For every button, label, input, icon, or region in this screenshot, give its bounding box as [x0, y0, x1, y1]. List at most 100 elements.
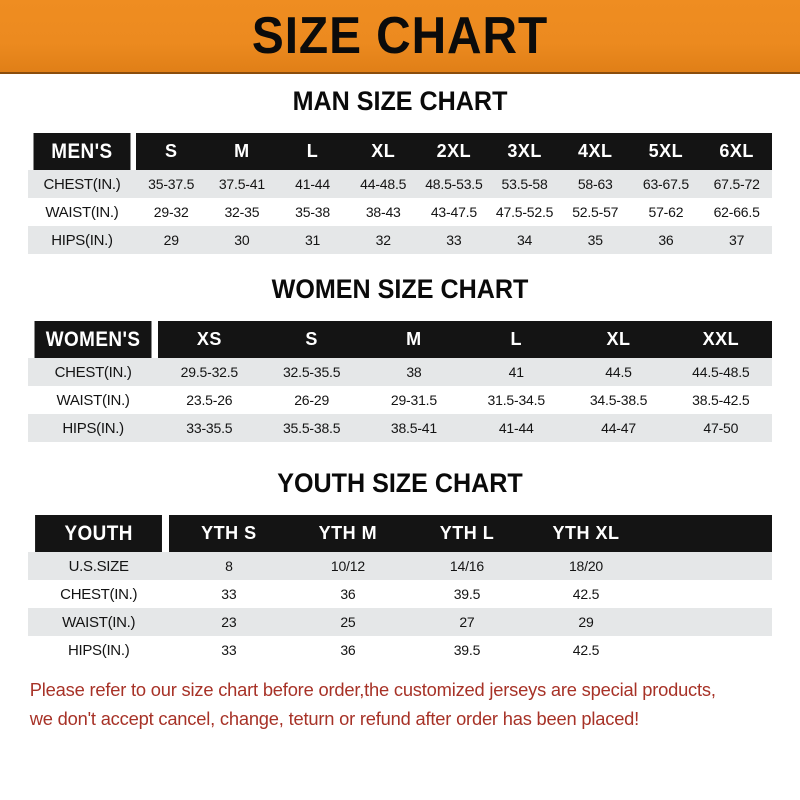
women-row-label: CHEST(IN.): [28, 358, 159, 386]
women-column-header-xl: XL: [567, 321, 670, 358]
table-cell: 26-29: [260, 386, 363, 414]
table-cell: 58-63: [559, 170, 631, 198]
men-row-label: HIPS(IN.): [28, 226, 136, 254]
table-cell: 41-44: [465, 414, 568, 442]
table-cell: 34.5-38.5: [567, 386, 670, 414]
table-row: CHEST(IN.) 35-37.5 37.5-41 41-44 44-48.5 48.5…: [28, 170, 772, 198]
table-cell: 31.5-34.5: [465, 386, 568, 414]
table-cell: 37: [701, 226, 772, 254]
youth-table-body: U.S.SIZE 8 10/12 14/16 18/20 CHEST(IN.) 33 36 39…: [28, 552, 772, 664]
table-cell-filler: [645, 608, 772, 636]
table-cell: 38.5-41: [362, 414, 466, 442]
table-cell: 29.5-32.5: [158, 358, 261, 386]
table-cell: 63-67.5: [630, 170, 702, 198]
table-cell: 36: [630, 226, 702, 254]
table-cell: 8: [169, 552, 289, 580]
table-cell: 53.5-58: [489, 170, 560, 198]
table-cell-filler: [645, 636, 772, 664]
table-row: HIPS(IN.) 33 36 39.5 42.5: [28, 636, 772, 664]
table-cell: 52.5-57: [559, 198, 631, 226]
table-cell: 44-48.5: [347, 170, 419, 198]
table-cell: 38: [362, 358, 466, 386]
table-cell: 41: [465, 358, 568, 386]
men-table-header: MEN'S S M L XL 2XL 3XL 4XL 5XL 6XL: [28, 133, 772, 170]
men-column-header-l: L: [277, 133, 348, 170]
table-cell: 33-35.5: [158, 414, 261, 442]
table-cell-filler: [645, 580, 772, 608]
table-header-row: MEN'S S M L XL 2XL 3XL 4XL 5XL 6XL: [28, 133, 772, 170]
youth-column-header-yth-l: YTH L: [407, 515, 527, 552]
table-cell: 35-38: [277, 198, 348, 226]
table-cell: 36: [288, 636, 408, 664]
youth-size-table: YOUTH YTH S YTH M YTH L YTH XL U.S.SIZE 8 10/…: [28, 515, 772, 664]
table-row: WAIST(IN.) 29-32 32-35 35-38 38-43 43-47.5 47.…: [28, 198, 772, 226]
table-cell: 67.5-72: [701, 170, 772, 198]
table-cell: 18/20: [526, 552, 646, 580]
table-cell: 29: [526, 608, 646, 636]
men-column-header-5xl: 5XL: [630, 133, 702, 170]
table-cell: 44-47: [567, 414, 670, 442]
table-cell: 34: [489, 226, 560, 254]
table-cell: 47-50: [669, 414, 772, 442]
table-cell: 62-66.5: [701, 198, 772, 226]
table-cell: 38.5-42.5: [669, 386, 772, 414]
youth-corner-label: YOUTH: [35, 515, 163, 552]
table-cell: 10/12: [288, 552, 408, 580]
women-row-label: HIPS(IN.): [28, 414, 159, 442]
table-cell: 29-32: [135, 198, 207, 226]
table-row: HIPS(IN.) 33-35.5 35.5-38.5 38.5-41 41-44 44-…: [28, 414, 772, 442]
men-column-header-4xl: 4XL: [559, 133, 631, 170]
women-column-header-m: M: [362, 321, 466, 358]
table-cell: 31: [277, 226, 348, 254]
table-cell: 27: [407, 608, 527, 636]
table-cell: 14/16: [407, 552, 527, 580]
table-cell: 35-37.5: [135, 170, 207, 198]
table-cell: 41-44: [277, 170, 348, 198]
youth-table-header: YOUTH YTH S YTH M YTH L YTH XL: [28, 515, 772, 552]
table-cell: 33: [418, 226, 490, 254]
table-cell: 42.5: [526, 636, 646, 664]
men-column-header-m: M: [206, 133, 278, 170]
table-cell: 36: [288, 580, 408, 608]
men-column-header-6xl: 6XL: [701, 133, 772, 170]
table-cell: 37.5-41: [206, 170, 278, 198]
youth-row-label: HIPS(IN.): [28, 636, 170, 664]
table-cell: 29-31.5: [362, 386, 466, 414]
women-column-header-xs: XS: [158, 321, 261, 358]
table-cell: 39.5: [407, 636, 527, 664]
women-column-header-l: L: [465, 321, 568, 358]
table-row: CHEST(IN.) 33 36 39.5 42.5: [28, 580, 772, 608]
table-cell: 35.5-38.5: [260, 414, 363, 442]
men-column-header-xl: XL: [347, 133, 419, 170]
table-header-row: WOMEN'S XS S M L XL XXL: [28, 321, 772, 358]
table-cell: 30: [206, 226, 278, 254]
table-cell: 35: [559, 226, 631, 254]
men-table-body: CHEST(IN.) 35-37.5 37.5-41 41-44 44-48.5 48.5…: [28, 170, 772, 254]
table-cell: 38-43: [347, 198, 419, 226]
women-size-table: WOMEN'S XS S M L XL XXL CHEST(IN.) 29.5-32.5 32…: [28, 321, 772, 442]
table-cell: 25: [288, 608, 408, 636]
table-cell: 33: [169, 636, 289, 664]
youth-chart-wrap: YOUTH YTH S YTH M YTH L YTH XL U.S.SIZE 8 10/…: [0, 515, 800, 664]
table-cell: 42.5: [526, 580, 646, 608]
table-cell: 43-47.5: [418, 198, 490, 226]
youth-row-label: CHEST(IN.): [28, 580, 170, 608]
page-title: SIZE CHART: [251, 7, 549, 65]
youth-row-label: WAIST(IN.): [28, 608, 170, 636]
table-cell: 29: [135, 226, 207, 254]
table-cell: 47.5-52.5: [489, 198, 560, 226]
women-table-header: WOMEN'S XS S M L XL XXL: [28, 321, 772, 358]
youth-column-header-yth-m: YTH M: [288, 515, 408, 552]
men-row-label: CHEST(IN.): [28, 170, 136, 198]
table-row: HIPS(IN.) 29 30 31 32 33 34 35 36 37: [28, 226, 772, 254]
table-cell: 32: [347, 226, 419, 254]
table-cell: 48.5-53.5: [418, 170, 490, 198]
youth-column-header-yth-s: YTH S: [169, 515, 289, 552]
women-column-header-s: S: [260, 321, 363, 358]
table-cell: 32.5-35.5: [260, 358, 363, 386]
women-chart-wrap: WOMEN'S XS S M L XL XXL CHEST(IN.) 29.5-32.5 32…: [0, 321, 800, 442]
women-row-label: WAIST(IN.): [28, 386, 159, 414]
men-column-header-2xl: 2XL: [418, 133, 490, 170]
disclaimer-line-1: Please refer to our size chart before or…: [29, 679, 716, 700]
youth-section-title: YOUTH SIZE CHART: [277, 468, 523, 498]
